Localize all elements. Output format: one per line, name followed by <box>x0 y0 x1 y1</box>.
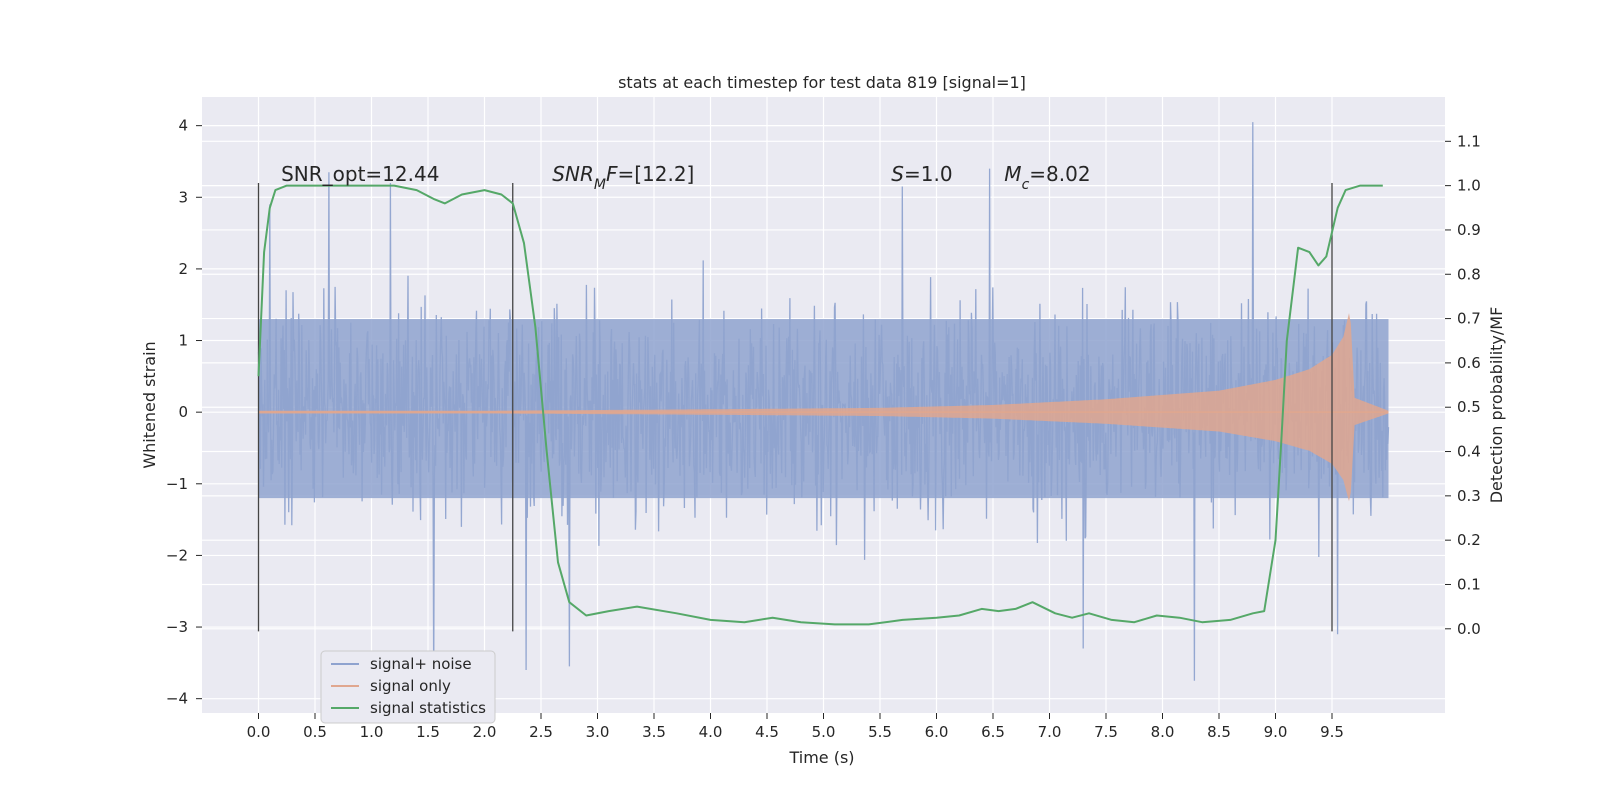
y2-axis-ticks: 1.1 1.0 0.9 0.8 0.7 0.6 0.5 0.4 0.3 0.2 0.1 0.0 <box>1445 132 1481 638</box>
legend-label-signal-statistics: signal statistics <box>370 699 486 717</box>
y2-tick-label: 0.2 <box>1457 531 1481 549</box>
y-tick-label: −1 <box>166 475 188 493</box>
y-tick-label: −3 <box>166 618 188 636</box>
x-tick-label: 3.5 <box>642 723 666 741</box>
annotation-snr_mf: SNRMF=[12.2] <box>552 162 694 193</box>
x-tick-label: 6.0 <box>925 723 949 741</box>
y-tick-label: 4 <box>178 117 188 135</box>
x-tick-label: 0.0 <box>247 723 271 741</box>
y-tick-label: 0 <box>178 403 188 421</box>
x-tick-label: 8.0 <box>1151 723 1175 741</box>
x-tick-label: 3.0 <box>586 723 610 741</box>
y-tick-label: −4 <box>166 690 188 708</box>
y2-tick-label: 0.6 <box>1457 354 1481 372</box>
y2-tick-label: 0.0 <box>1457 620 1481 638</box>
x-tick-label: 7.0 <box>1038 723 1062 741</box>
y2-tick-label: 0.8 <box>1457 265 1481 283</box>
x-tick-label: 9.5 <box>1320 723 1344 741</box>
x-tick-label: 4.5 <box>755 723 779 741</box>
annotation-s: S=1.0 <box>891 162 952 186</box>
annotation-mc: Mc=8.02 <box>1004 162 1090 193</box>
y-axis-ticks: 4 3 2 1 0 −1 −2 −3 −4 <box>166 117 202 708</box>
x-tick-label: 8.5 <box>1207 723 1231 741</box>
series-signal-only <box>258 313 1389 502</box>
annotations: SNR_opt=12.44 SNRMF=[12.2] S=1.0 Mc=8.02 <box>281 162 1090 193</box>
x-axis-title: Time (s) <box>788 748 854 767</box>
y-tick-label: −2 <box>166 546 188 564</box>
series-signal-statistics <box>257 184 1383 626</box>
x-tick-label: 4.0 <box>699 723 723 741</box>
y-tick-label: 2 <box>178 260 188 278</box>
legend-box <box>320 650 496 724</box>
legend: signal+ noise signal only signal statist… <box>320 650 496 724</box>
y2-tick-label: 0.7 <box>1457 310 1481 328</box>
y-axis-title: Whitened strain <box>140 341 159 468</box>
x-tick-label: 5.5 <box>868 723 892 741</box>
y2-tick-label: 0.5 <box>1457 398 1481 416</box>
x-tick-label: 0.5 <box>303 723 327 741</box>
y2-tick-label: 0.1 <box>1457 575 1481 593</box>
vertical-markers <box>257 182 1333 632</box>
x-axis-ticks: 0.0 0.5 1.0 1.5 2.0 2.5 3.0 3.5 4.0 4.5 5.0 5.5 6.0 6… <box>247 713 1344 741</box>
y-tick-label: 1 <box>178 332 188 350</box>
y2-tick-label: 1.1 <box>1457 132 1481 150</box>
x-tick-label: 1.0 <box>360 723 384 741</box>
legend-label-signal-plus-noise: signal+ noise <box>370 655 472 673</box>
y2-tick-label: 0.4 <box>1457 443 1481 461</box>
x-tick-label: 1.5 <box>416 723 440 741</box>
x-tick-label: 7.5 <box>1094 723 1118 741</box>
y2-axis-title: Detection probability/MF <box>1487 307 1506 504</box>
annotation-snr_opt: SNR_opt=12.44 <box>281 162 439 186</box>
y-tick-label: 3 <box>178 188 188 206</box>
x-tick-label: 2.0 <box>473 723 497 741</box>
y2-tick-label: 0.3 <box>1457 487 1481 505</box>
legend-label-signal-only: signal only <box>370 677 451 695</box>
signal-envelope <box>258 313 1389 502</box>
x-tick-label: 5.0 <box>812 723 836 741</box>
y2-tick-label: 1.0 <box>1457 177 1481 195</box>
chart-title: stats at each timestep for test data 819… <box>618 73 1026 92</box>
x-tick-label: 9.0 <box>1264 723 1288 741</box>
x-tick-label: 2.5 <box>529 723 553 741</box>
stats-line <box>257 184 1383 626</box>
y2-tick-label: 0.9 <box>1457 221 1481 239</box>
x-tick-label: 6.5 <box>981 723 1005 741</box>
